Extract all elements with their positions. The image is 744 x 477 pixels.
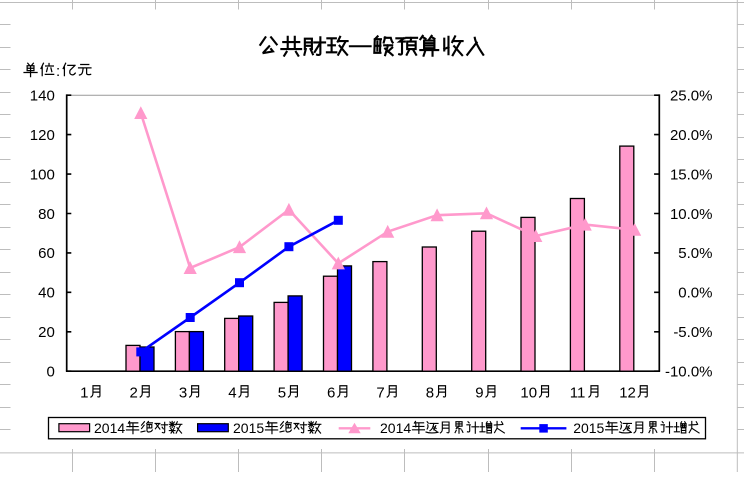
svg-text:2015: 2015 <box>233 420 264 436</box>
svg-text:1: 1 <box>80 384 88 401</box>
svg-text:40: 40 <box>38 285 55 302</box>
svg-text:10.0%: 10.0% <box>670 206 713 223</box>
svg-text:9: 9 <box>475 384 483 401</box>
svg-text:2: 2 <box>130 384 138 401</box>
svg-text:10: 10 <box>520 384 537 401</box>
svg-text:0: 0 <box>46 364 54 381</box>
svg-text:15.0%: 15.0% <box>670 166 713 183</box>
svg-text:12: 12 <box>619 384 636 401</box>
svg-text:140: 140 <box>30 88 55 105</box>
svg-text:80: 80 <box>38 206 55 223</box>
svg-text:2014: 2014 <box>94 420 125 436</box>
svg-text:120: 120 <box>30 127 55 144</box>
svg-text:100: 100 <box>30 166 55 183</box>
svg-text:8: 8 <box>426 384 434 401</box>
svg-text:2015: 2015 <box>573 420 604 436</box>
svg-text:5.0%: 5.0% <box>678 245 712 262</box>
svg-text:4: 4 <box>228 384 236 401</box>
svg-text:2014: 2014 <box>380 420 411 436</box>
svg-text:5: 5 <box>278 384 286 401</box>
svg-text:20.0%: 20.0% <box>670 127 713 144</box>
svg-text:3: 3 <box>179 384 187 401</box>
svg-text::: : <box>56 63 60 80</box>
svg-text:-10.0%: -10.0% <box>665 364 713 381</box>
svg-text:7: 7 <box>376 384 384 401</box>
svg-text:6: 6 <box>327 384 335 401</box>
svg-text:25.0%: 25.0% <box>670 88 713 105</box>
svg-text:-5.0%: -5.0% <box>673 324 712 341</box>
svg-text:0.0%: 0.0% <box>678 285 712 302</box>
svg-text:20: 20 <box>38 324 55 341</box>
svg-text:60: 60 <box>38 245 55 262</box>
svg-text:11: 11 <box>570 384 586 401</box>
